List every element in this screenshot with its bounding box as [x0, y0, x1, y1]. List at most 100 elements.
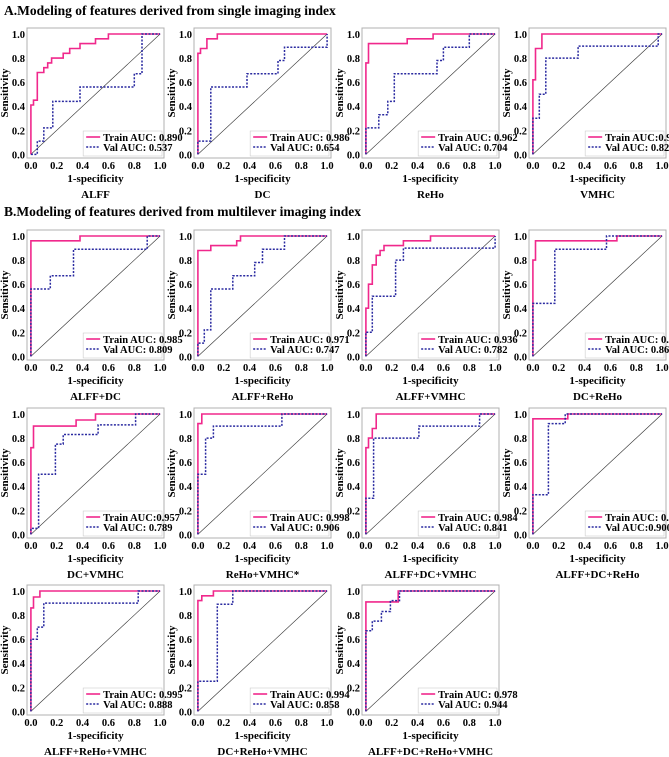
- y-tick-label: 0.8: [347, 54, 360, 65]
- x-tick-label: 0.4: [411, 718, 425, 729]
- val-roc-curve: [532, 413, 663, 535]
- x-tick-label: 0.2: [385, 161, 398, 172]
- legend-val-label: Val AUC: 0.809: [103, 345, 172, 356]
- train-roc-curve: [30, 413, 161, 535]
- x-tick-label: 0.0: [24, 541, 37, 552]
- y-tick-label: 0.8: [347, 611, 360, 622]
- y-tick-label: 0.0: [514, 150, 527, 161]
- panel-title: DC: [255, 189, 271, 201]
- legend-train-label: Train AUC: 0.970: [605, 335, 669, 346]
- chance-diagonal: [30, 235, 161, 357]
- legend-train-label: Train AUC:0.984: [605, 133, 669, 144]
- chance-diagonal: [30, 413, 161, 535]
- y-tick-label: 0.2: [347, 683, 360, 694]
- y-tick-label: 0.8: [12, 256, 25, 267]
- y-tick-label: 0.2: [12, 506, 25, 517]
- x-tick-label: 1.0: [321, 161, 334, 172]
- x-tick-label: 0.4: [411, 161, 425, 172]
- legend-train-label: Train AUC:0.957: [103, 513, 180, 524]
- x-tick-label: 0.2: [50, 363, 63, 374]
- legend-val-label: Val AUC:0.900: [605, 523, 669, 534]
- val-roc-curve: [197, 413, 328, 535]
- panel-title: ReHo: [417, 189, 444, 201]
- panel-title: ALFF+DC+VMHC: [385, 569, 477, 581]
- x-tick-label: 0.0: [359, 161, 372, 172]
- legend-val-label: Val AUC: 0.704: [438, 143, 508, 154]
- y-tick-label: 0.8: [179, 434, 192, 445]
- x-tick-label: 0.6: [437, 718, 450, 729]
- section-a-title: A.Modeling of features derived from sing…: [4, 3, 336, 18]
- x-tick-label: 0.6: [269, 161, 282, 172]
- x-tick-label: 1.0: [656, 161, 669, 172]
- y-tick-label: 0.4: [179, 659, 193, 670]
- y-tick-label: 0.2: [514, 506, 527, 517]
- val-roc-curve: [532, 235, 663, 357]
- y-tick-label: 0.2: [347, 506, 360, 517]
- x-tick-label: 0.0: [24, 363, 37, 374]
- val-roc-curve: [30, 413, 161, 535]
- legend-train-label: Train AUC: 0.962: [438, 133, 517, 144]
- val-roc-curve: [532, 33, 663, 155]
- y-tick-label: 0.2: [347, 126, 360, 137]
- x-tick-label: 0.8: [463, 161, 476, 172]
- y-tick-label: 0.0: [514, 352, 527, 363]
- panel-title: ALFF+VMHC: [396, 391, 466, 403]
- y-tick-label: 0.0: [12, 352, 25, 363]
- y-axis-label: Sensitivity: [0, 625, 11, 674]
- y-tick-label: 0.2: [179, 328, 192, 339]
- val-roc-curve: [197, 590, 328, 712]
- y-tick-label: 0.4: [514, 304, 528, 315]
- x-axis-label: 1-specificity: [402, 553, 459, 565]
- roc-panel-dc-reho: 0.00.0 0.2 0.2 0.4 0.4 0.6 0.6 0.8 0.8 1.0 1.0 1-sp…: [501, 229, 669, 403]
- x-tick-label: 0.4: [411, 541, 425, 552]
- legend-val-label: Val AUC: 0.782: [438, 345, 507, 356]
- panel-title: ALFF: [81, 189, 110, 201]
- y-tick-label: 0.8: [12, 434, 25, 445]
- chance-diagonal: [532, 413, 663, 535]
- roc-panel-alff-vmhc: 0.00.0 0.2 0.2 0.4 0.4 0.6 0.6 0.8 0.8 1.0 1.0 1-sp…: [334, 229, 518, 403]
- y-tick-label: 0.6: [12, 78, 25, 89]
- train-roc-curve: [197, 413, 328, 535]
- x-tick-label: 0.4: [243, 161, 257, 172]
- train-roc-curve: [365, 33, 496, 155]
- x-tick-label: 1.0: [489, 718, 502, 729]
- y-tick-label: 0.6: [514, 280, 527, 291]
- x-tick-label: 0.0: [359, 363, 372, 374]
- x-tick-label: 0.4: [578, 541, 592, 552]
- roc-panel-dc-reho-vmhc: 0.00.0 0.2 0.2 0.4 0.4 0.6 0.6 0.8 0.8 1.0 1.0 1-sp…: [166, 584, 350, 757]
- legend-box: [82, 687, 163, 714]
- y-tick-label: 0.8: [514, 434, 527, 445]
- chance-diagonal: [532, 33, 663, 155]
- legend-box: [249, 130, 330, 157]
- val-roc-curve: [197, 235, 328, 357]
- x-tick-label: 1.0: [154, 541, 167, 552]
- x-tick-label: 0.0: [526, 363, 539, 374]
- x-tick-label: 0.0: [526, 541, 539, 552]
- chance-diagonal: [365, 413, 496, 535]
- roc-panel-alff-dc: 0.00.0 0.2 0.2 0.4 0.4 0.6 0.6 0.8 0.8 1.0 1.0 1-sp…: [0, 229, 183, 403]
- train-roc-curve: [30, 235, 161, 357]
- chance-diagonal: [532, 235, 663, 357]
- panel-title: DC+VMHC: [67, 569, 124, 581]
- y-tick-label: 0.0: [179, 530, 192, 541]
- chance-diagonal: [30, 33, 161, 155]
- y-tick-label: 0.4: [12, 482, 26, 493]
- legend-val-label: Val AUC: 0.537: [103, 143, 172, 154]
- y-tick-label: 0.0: [347, 707, 360, 718]
- y-axis-label: Sensitivity: [501, 448, 513, 497]
- x-tick-label: 0.2: [552, 363, 565, 374]
- x-tick-label: 0.0: [359, 718, 372, 729]
- x-tick-label: 0.0: [191, 541, 204, 552]
- legend-val-label: Val AUC: 0.858: [270, 700, 339, 711]
- panel-title: ReHo+VMHC*: [226, 569, 300, 581]
- y-tick-label: 0.4: [12, 102, 26, 113]
- x-tick-label: 0.8: [295, 541, 308, 552]
- x-tick-label: 0.6: [269, 718, 282, 729]
- x-tick-label: 0.8: [128, 718, 141, 729]
- y-tick-label: 0.2: [12, 126, 25, 137]
- y-tick-label: 0.4: [347, 482, 361, 493]
- x-tick-label: 1.0: [154, 363, 167, 374]
- x-tick-label: 0.6: [604, 541, 617, 552]
- legend-train-label: Train AUC: 0.986: [605, 513, 669, 524]
